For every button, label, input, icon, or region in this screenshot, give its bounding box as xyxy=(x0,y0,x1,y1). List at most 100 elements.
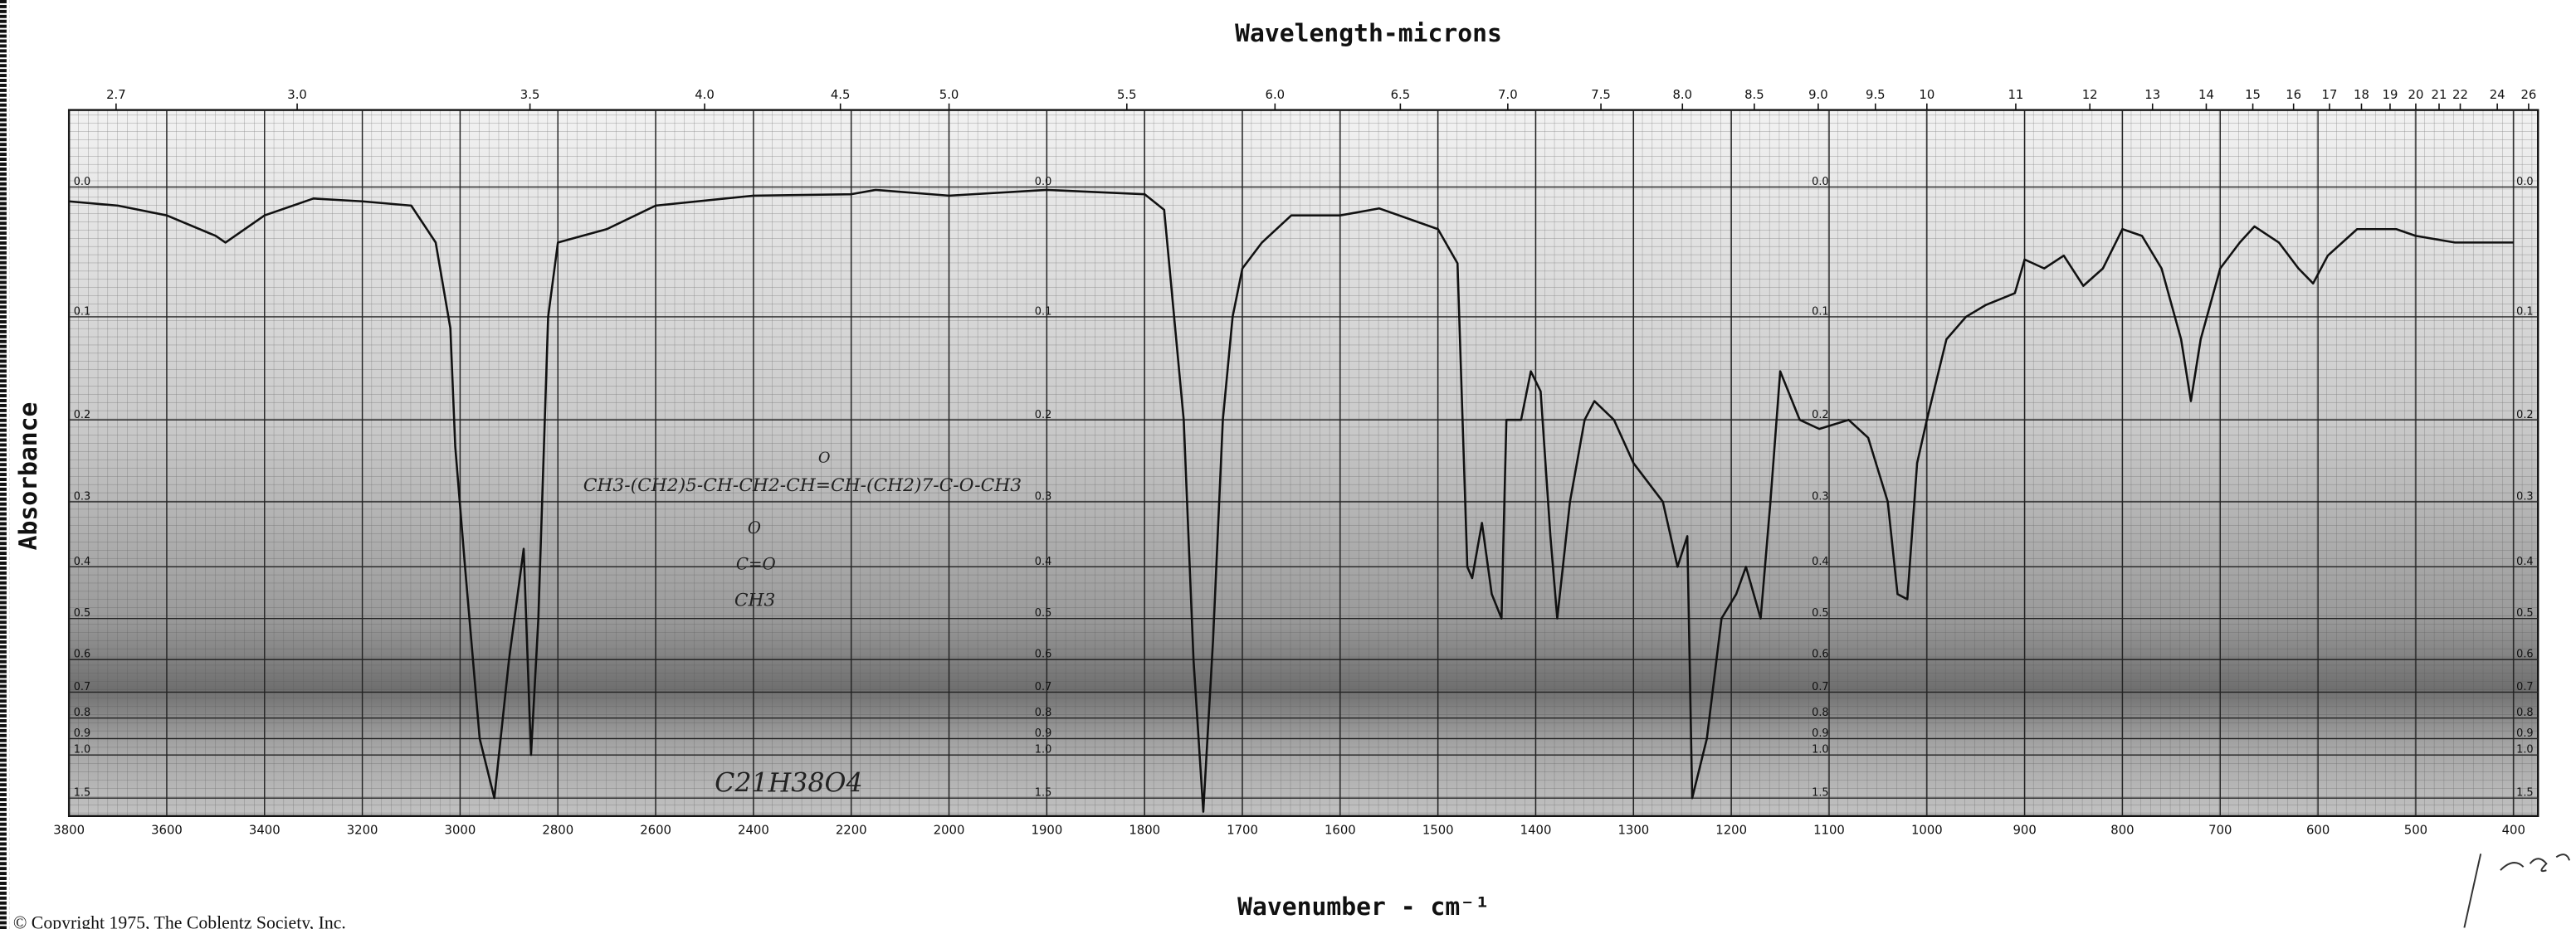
x2-tick-label: 22 xyxy=(2452,88,2468,102)
x-tick-label: 400 xyxy=(2502,824,2525,838)
y-tick-label: 0.6 xyxy=(1812,649,1828,661)
y-tick-label: 0.7 xyxy=(74,681,90,693)
x-tick-label: 600 xyxy=(2306,824,2330,838)
x2-tick-label: 3.5 xyxy=(520,88,540,102)
x-tick-label: 900 xyxy=(2013,824,2036,838)
molecular-formula: C21H38O4 xyxy=(715,769,862,799)
y-tick-label: 0.0 xyxy=(74,176,90,188)
spectrum-line xyxy=(69,188,2514,813)
y-tick-label: 0.4 xyxy=(1812,556,1828,568)
x-tick-label: 1900 xyxy=(1032,824,1063,838)
formula-annotation: C=O xyxy=(736,554,776,573)
y-tick-label: 0.8 xyxy=(1035,707,1051,719)
x2-tick-label: 21 xyxy=(2432,88,2447,102)
x2-tick-label: 5.5 xyxy=(1117,88,1137,102)
x-tick-label: 3800 xyxy=(53,824,85,838)
y-tick-label: 0.2 xyxy=(1035,409,1051,421)
x2-tick-label: 6.5 xyxy=(1391,88,1411,102)
x-tick-label: 1700 xyxy=(1227,824,1258,838)
y-tick-label: 0.8 xyxy=(1812,707,1828,719)
y-tick-label: 0.7 xyxy=(1812,681,1828,693)
y-tick-label: 0.6 xyxy=(1035,649,1051,661)
x-axis-title: Wavenumber - cm⁻¹ xyxy=(1237,893,1490,922)
plot-area xyxy=(67,109,2539,817)
y-tick-label: 0.3 xyxy=(1035,490,1051,503)
x-tick-label: 3000 xyxy=(445,824,476,838)
y-tick-label: 0.1 xyxy=(2516,305,2533,318)
x-tick-label: 2200 xyxy=(836,824,867,838)
y-tick-label: 0.0 xyxy=(2516,176,2533,188)
x2-tick-label: 6.0 xyxy=(1266,88,1286,102)
scan-edge xyxy=(0,0,10,929)
y-tick-label: 0.5 xyxy=(74,607,90,620)
x-tick-label: 1800 xyxy=(1129,824,1160,838)
x2-tick-label: 2.7 xyxy=(106,88,126,102)
x-tick-label: 2800 xyxy=(542,824,573,838)
x-tick-label: 3600 xyxy=(151,824,183,838)
y-tick-label: 0.3 xyxy=(74,490,90,503)
x-tick-label: 1200 xyxy=(1715,824,1747,838)
minor-grid xyxy=(69,109,2539,816)
y-tick-label: 0.1 xyxy=(74,305,90,318)
x-tick-label: 800 xyxy=(2110,824,2134,838)
y-tick-label: 0.4 xyxy=(1035,556,1051,568)
x2-tick-label: 17 xyxy=(2322,88,2338,102)
x2-tick-label: 13 xyxy=(2144,88,2160,102)
formula-annotation: CH3-(CH2)5-CH-CH2-CH=CH-(CH2)7-C-O-CH3 xyxy=(583,475,1022,496)
x-tick-label: 1600 xyxy=(1325,824,1356,838)
y-tick-label: 0.0 xyxy=(1812,176,1828,188)
y-tick-label: 1.0 xyxy=(1035,744,1051,756)
y-tick-label: 0.1 xyxy=(1035,305,1051,318)
x2-tick-label: 4.5 xyxy=(831,88,851,102)
y-tick-label: 0.7 xyxy=(1035,681,1051,693)
x2-tick-label: 7.5 xyxy=(1591,88,1611,102)
x-tick-label: 3400 xyxy=(249,824,281,838)
y-tick-label: 0.5 xyxy=(1812,607,1828,620)
y-tick-label: 0.4 xyxy=(2516,556,2533,568)
x2-tick-label: 18 xyxy=(2354,88,2369,102)
y-tick-label: 1.0 xyxy=(1812,744,1828,756)
y-tick-label: 0.8 xyxy=(74,707,90,719)
y-tick-label: 0.9 xyxy=(1035,727,1051,740)
handwriting-scribble xyxy=(2463,854,2571,928)
x-tick-label: 2600 xyxy=(640,824,671,838)
x-tick-label: 1400 xyxy=(1520,824,1552,838)
y-tick-label: 1.0 xyxy=(2516,744,2533,756)
x-tick-label: 1000 xyxy=(1911,824,1943,838)
x-tick-label: 700 xyxy=(2208,824,2232,838)
y-tick-label: 0.2 xyxy=(2516,409,2533,421)
x2-tick-label: 12 xyxy=(2082,88,2098,102)
x-tick-label: 2000 xyxy=(934,824,965,838)
x2-tick-label: 16 xyxy=(2286,88,2301,102)
top-axis-title: Wavelength-microns xyxy=(1235,19,1502,48)
y-tick-label: 0.7 xyxy=(2516,681,2533,693)
y-axis-title: Absorbance xyxy=(14,402,43,551)
formula-annotation: O xyxy=(818,449,831,466)
y-tick-label: 0.6 xyxy=(2516,649,2533,661)
x-tick-label: 500 xyxy=(2404,824,2427,838)
x2-tick-label: 3.0 xyxy=(287,88,307,102)
y-tick-label: 0.8 xyxy=(2516,707,2533,719)
formula-annotation: CH3 xyxy=(734,590,775,610)
x2-tick-label: 9.5 xyxy=(1866,88,1886,102)
y-tick-label: 1.5 xyxy=(1035,787,1051,800)
y-tick-label: 1.5 xyxy=(1812,787,1828,800)
y-tick-label: 0.0 xyxy=(1035,176,1051,188)
y-tick-label: 0.6 xyxy=(74,649,90,661)
x2-tick-label: 24 xyxy=(2490,88,2505,102)
x-tick-label: 1300 xyxy=(1617,824,1649,838)
x-tick-label: 1100 xyxy=(1813,824,1845,838)
y-tick-label: 0.5 xyxy=(2516,607,2533,620)
formula-annotation: O xyxy=(748,518,761,537)
x-tick-label: 3200 xyxy=(347,824,378,838)
y-tick-label: 0.3 xyxy=(1812,490,1828,503)
y-tick-label: 0.9 xyxy=(2516,727,2533,740)
x2-tick-label: 8.5 xyxy=(1744,88,1764,102)
y-tick-label: 1.5 xyxy=(2516,787,2533,800)
y-tick-label: 0.2 xyxy=(74,409,90,421)
x2-tick-label: 10 xyxy=(1919,88,1934,102)
x2-tick-label: 11 xyxy=(2008,88,2023,102)
